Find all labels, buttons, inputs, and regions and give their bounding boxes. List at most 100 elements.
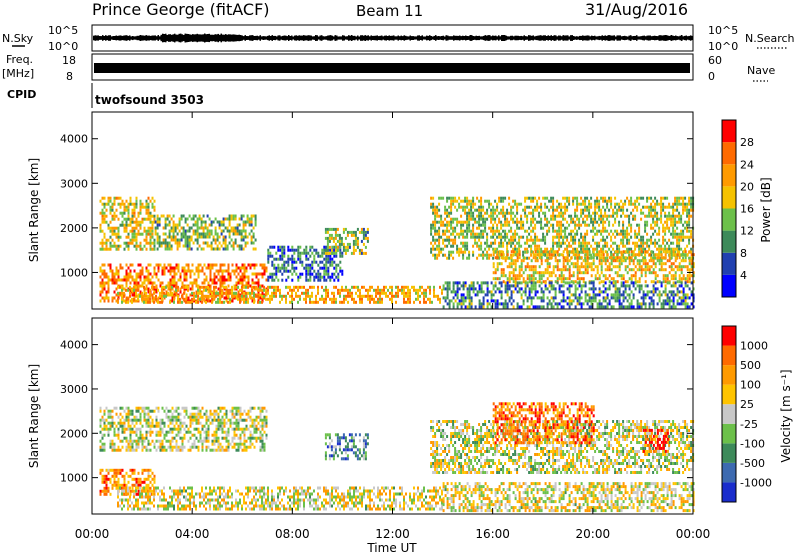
heatmap-cell bbox=[389, 291, 391, 295]
heatmap-cell bbox=[324, 251, 327, 255]
heatmap-cell bbox=[486, 287, 489, 291]
heatmap-cell bbox=[183, 297, 185, 301]
heatmap-cell bbox=[242, 235, 245, 239]
heatmap-cell bbox=[494, 302, 497, 306]
heatmap-cell bbox=[271, 291, 273, 295]
heatmap-cell bbox=[530, 238, 533, 242]
heatmap-cell bbox=[155, 287, 158, 291]
heatmap-cell bbox=[265, 278, 268, 282]
heatmap-cell bbox=[103, 235, 106, 239]
nsky-sample bbox=[100, 36, 102, 40]
heatmap-cell bbox=[275, 285, 277, 289]
heatmap-cell bbox=[674, 214, 677, 218]
heatmap-cell bbox=[586, 244, 589, 248]
nsky-sample bbox=[606, 35, 608, 41]
heatmap-cell bbox=[221, 288, 223, 292]
heatmap-cell bbox=[534, 259, 537, 263]
heatmap-cell bbox=[154, 232, 157, 236]
heatmap-cell bbox=[690, 208, 693, 212]
heatmap-cell bbox=[548, 265, 551, 269]
heatmap-cell bbox=[209, 294, 211, 298]
heatmap-cell bbox=[119, 266, 122, 270]
heatmap-cell bbox=[480, 229, 483, 233]
heatmap-cell bbox=[574, 232, 577, 236]
nsky-sample bbox=[675, 35, 677, 41]
heatmap-cell bbox=[684, 256, 687, 260]
heatmap-cell bbox=[600, 271, 603, 275]
heatmap-cell bbox=[303, 291, 305, 295]
heatmap-cell bbox=[502, 223, 505, 227]
heatmap-cell bbox=[204, 223, 207, 227]
heatmap-cell bbox=[498, 235, 501, 239]
heatmap-cell bbox=[446, 302, 449, 306]
nsky-sample bbox=[529, 35, 531, 41]
nsky-sample bbox=[148, 35, 150, 41]
nsky-sample bbox=[111, 36, 113, 40]
heatmap-cell bbox=[252, 214, 255, 218]
heatmap-cell bbox=[692, 253, 695, 257]
heatmap-cell bbox=[510, 253, 513, 257]
nsky-sample bbox=[331, 35, 333, 41]
heatmap-cell bbox=[486, 256, 489, 260]
heatmap-cell bbox=[606, 205, 609, 209]
heatmap-cell bbox=[172, 235, 175, 239]
heatmap-cell bbox=[504, 284, 507, 288]
heatmap-cell bbox=[652, 232, 655, 236]
heatmap-cell bbox=[233, 287, 236, 291]
heatmap-cell bbox=[526, 247, 529, 251]
heatmap-cell bbox=[335, 263, 338, 267]
heatmap-cell bbox=[526, 284, 529, 288]
heatmap-cell bbox=[109, 196, 112, 200]
heatmap-cell bbox=[674, 259, 677, 263]
heatmap-cell bbox=[119, 278, 122, 282]
heatmap-cell bbox=[156, 223, 159, 227]
heatmap-cell bbox=[446, 229, 449, 233]
heatmap-cell bbox=[514, 287, 517, 291]
nsky-sample bbox=[291, 35, 293, 41]
heatmap-cell bbox=[358, 248, 361, 252]
heatmap-cell bbox=[482, 220, 485, 224]
heatmap-cell bbox=[680, 202, 683, 206]
nsky-sample bbox=[538, 35, 540, 41]
heatmap-cell bbox=[117, 238, 120, 242]
heatmap-cell bbox=[149, 226, 152, 230]
heatmap-cell bbox=[602, 253, 605, 257]
heatmap-cell bbox=[524, 214, 527, 218]
heatmap-cell bbox=[588, 256, 591, 260]
heatmap-cell bbox=[584, 232, 587, 236]
heatmap-cell bbox=[546, 253, 549, 257]
heatmap-cell bbox=[169, 287, 172, 291]
heatmap-cell bbox=[480, 253, 483, 257]
heatmap-cell bbox=[360, 251, 363, 255]
heatmap-cell bbox=[125, 275, 128, 279]
heatmap-cell bbox=[552, 296, 555, 300]
nsky-sample bbox=[483, 35, 485, 41]
heatmap-cell bbox=[584, 256, 587, 260]
heatmap-cell bbox=[674, 217, 677, 221]
heatmap-cell bbox=[133, 269, 136, 273]
heatmap-cell bbox=[566, 235, 569, 239]
heatmap-cell bbox=[502, 229, 505, 233]
heatmap-cell bbox=[616, 265, 619, 269]
heatmap-cell bbox=[626, 208, 629, 212]
heatmap-cell bbox=[166, 244, 169, 248]
heatmap-cell bbox=[546, 250, 549, 254]
heatmap-cell bbox=[299, 294, 301, 298]
heatmap-cell bbox=[247, 263, 250, 267]
heatmap-cell bbox=[429, 285, 431, 289]
heatmap-cell bbox=[552, 205, 555, 209]
heatmap-cell bbox=[123, 226, 126, 230]
heatmap-cell bbox=[672, 226, 675, 230]
heatmap-cell bbox=[492, 232, 495, 236]
heatmap-cell bbox=[421, 291, 423, 295]
heatmap-cell bbox=[229, 272, 232, 276]
nsky-sample bbox=[496, 36, 498, 40]
heatmap-cell bbox=[253, 272, 256, 276]
heatmap-cell bbox=[117, 202, 120, 206]
heatmap-cell bbox=[375, 291, 377, 295]
heatmap-cell bbox=[680, 217, 683, 221]
heatmap-cell bbox=[582, 244, 585, 248]
heatmap-cell bbox=[199, 291, 201, 295]
heatmap-cell bbox=[153, 241, 156, 245]
heatmap-cell bbox=[242, 229, 245, 233]
